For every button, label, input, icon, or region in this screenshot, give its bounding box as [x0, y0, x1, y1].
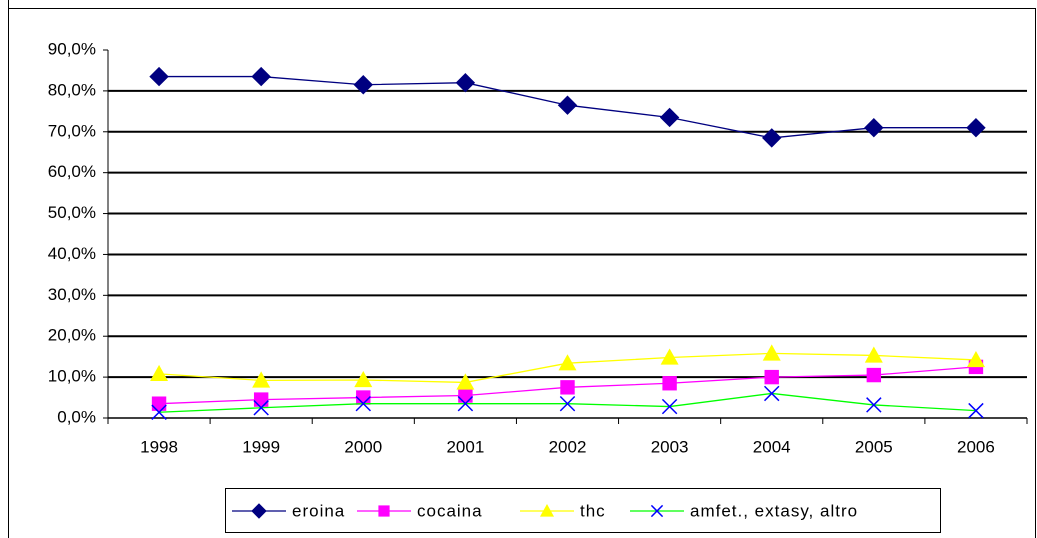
marker	[650, 504, 664, 518]
marker	[557, 95, 578, 115]
marker	[866, 397, 882, 413]
y-tick-label: 20,0%	[48, 326, 96, 345]
marker	[252, 371, 271, 388]
marker	[456, 373, 475, 390]
y-tick-label: 90,0%	[48, 39, 96, 58]
x-tick-label: 1998	[140, 437, 178, 456]
marker	[659, 107, 680, 128]
legend-label: eroina	[292, 501, 345, 520]
marker	[355, 395, 372, 412]
marker	[149, 66, 169, 87]
marker	[763, 385, 780, 402]
y-tick-label: 30,0%	[48, 285, 96, 304]
marker	[458, 388, 473, 403]
marker	[559, 395, 576, 412]
y-tick-label: 70,0%	[48, 121, 96, 140]
legend-label: cocaina	[417, 501, 483, 520]
marker	[251, 503, 267, 519]
marker	[966, 117, 986, 138]
marker	[378, 505, 390, 517]
marker	[764, 369, 779, 385]
marker	[560, 380, 575, 395]
x-tick-label: 2005	[855, 437, 893, 456]
marker	[968, 402, 984, 419]
marker	[253, 400, 269, 416]
marker	[866, 367, 882, 383]
marker	[762, 128, 782, 148]
legend-box	[225, 488, 941, 533]
marker	[660, 348, 679, 365]
legend-label: amfet., extasy, altro	[690, 501, 858, 520]
legend-label: thc	[580, 501, 606, 520]
x-tick-label: 2002	[549, 437, 587, 456]
marker	[251, 66, 271, 87]
marker	[966, 350, 985, 368]
marker	[356, 390, 371, 405]
marker	[151, 396, 167, 411]
y-tick-label: 10,0%	[48, 367, 96, 386]
y-tick-label: 40,0%	[48, 244, 96, 263]
marker	[151, 404, 167, 421]
marker	[353, 75, 373, 95]
x-tick-label: 2006	[957, 437, 995, 456]
marker	[253, 392, 269, 407]
y-tick-label: 60,0%	[48, 162, 96, 181]
marker	[558, 354, 577, 371]
y-tick-label: 80,0%	[48, 80, 96, 99]
y-tick-label: 0,0%	[57, 407, 96, 426]
marker	[150, 364, 169, 382]
y-tick-label: 50,0%	[48, 203, 96, 222]
marker	[455, 73, 476, 93]
x-tick-label: 2000	[344, 437, 382, 456]
marker	[354, 370, 373, 388]
marker	[661, 398, 678, 415]
marker	[540, 504, 554, 517]
marker	[457, 395, 474, 412]
x-tick-label: 2001	[446, 437, 484, 456]
x-tick-label: 1999	[242, 437, 280, 456]
x-tick-label: 2004	[753, 437, 791, 456]
marker	[864, 117, 884, 138]
marker	[662, 376, 677, 391]
marker	[864, 346, 883, 363]
marker	[762, 344, 781, 361]
x-tick-label: 2003	[651, 437, 689, 456]
